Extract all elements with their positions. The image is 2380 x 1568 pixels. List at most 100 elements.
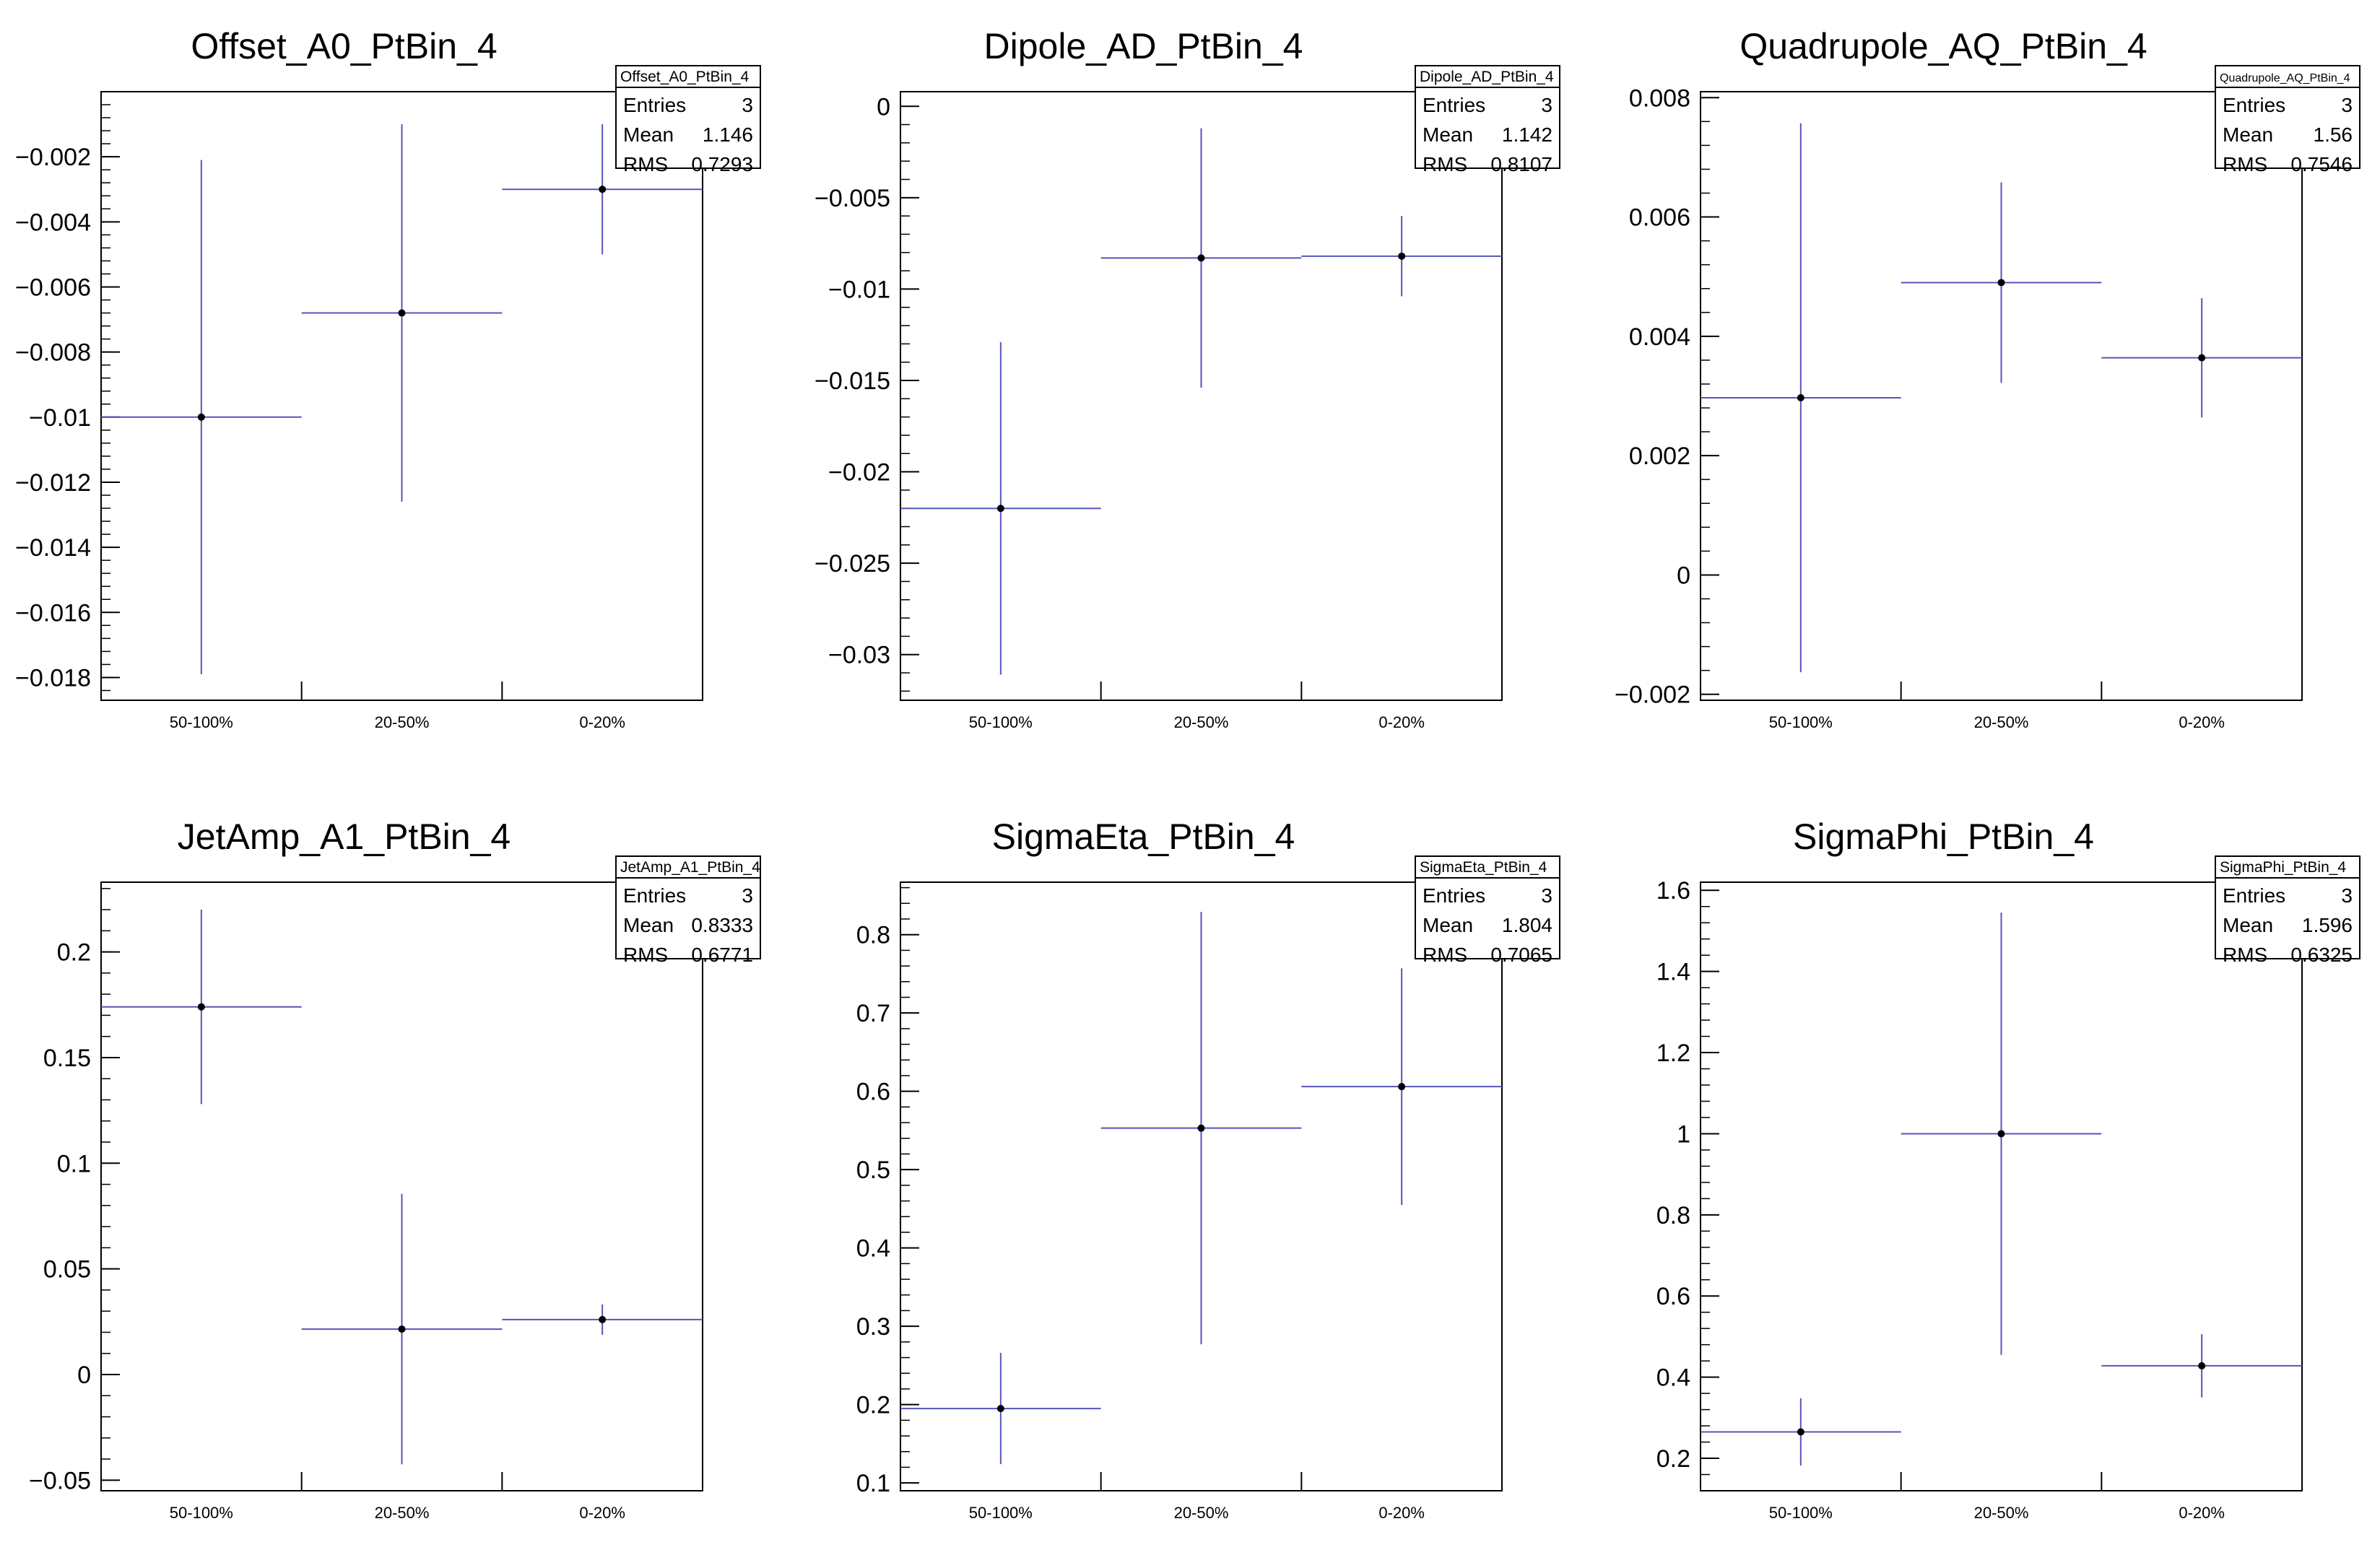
data-point (1398, 252, 1406, 260)
stats-box: JetAmp_A1_PtBin_4 Entries 3 Mean 0.8333 RMS 0.… (615, 855, 761, 966)
stats-box-frame (615, 855, 761, 959)
stats-key: Mean (1423, 914, 1473, 936)
y-tick-label: 0.1 (856, 1470, 890, 1497)
stats-value: 1.142 (1502, 123, 1552, 146)
stats-box: Quadrupole_AQ_PtBin_4 Entries 3 Mean 1.56 RMS… (2215, 65, 2361, 175)
y-tick-label: 0.2 (57, 939, 91, 967)
x-tick-label: 20-50% (375, 1504, 430, 1522)
data-point (1398, 1083, 1406, 1091)
stats-value: 0.7293 (691, 153, 753, 175)
data-point (599, 186, 607, 193)
data-point (996, 1405, 1004, 1413)
stats-box-name: SigmaEta_PtBin_4 (1420, 859, 1547, 876)
stats-box-frame (2215, 855, 2361, 959)
x-tick-label: 50-100% (1769, 1504, 1833, 1522)
data-point (197, 413, 205, 421)
stats-key: RMS (1423, 153, 1467, 175)
stats-box: Dipole_AD_PtBin_4 Entries 3 Mean 1.142 RMS 0.8… (1415, 65, 1560, 175)
x-tick-label: 20-50% (1974, 713, 2029, 731)
chart-panel-6: SigmaPhi_PtBin_4 0.2 0.4 0.6 0.8 1 1.2 1.4 1.6 50… (1656, 816, 2361, 1522)
y-tick-label: −0.015 (815, 367, 890, 395)
y-tick-label: −0.014 (15, 534, 91, 562)
x-tick-label: 0-20% (1378, 713, 1425, 731)
y-tick-label: 0.05 (43, 1256, 91, 1284)
stats-box: SigmaEta_PtBin_4 Entries 3 Mean 1.804 RMS 0.70… (1415, 855, 1560, 966)
stats-value: 0.7546 (2290, 153, 2353, 175)
y-tick-label: −0.05 (29, 1467, 91, 1494)
stats-value: 0.7065 (1490, 944, 1552, 966)
y-tick-label: −0.008 (15, 339, 91, 367)
y-tick-label: 0 (877, 93, 890, 121)
x-tick-label: 20-50% (1174, 1504, 1229, 1522)
y-tick-label: 0.2 (1656, 1445, 1690, 1473)
y-tick-label: 0.6 (856, 1079, 890, 1106)
chart-panel-3: Quadrupole_AQ_PtBin_4 −0.002 0 0.002 0.004 0.… (1615, 26, 2361, 731)
stats-value: 3 (2341, 94, 2353, 116)
y-tick-label: 0.7 (856, 1000, 890, 1027)
y-tick-label: 1.4 (1656, 959, 1690, 986)
data-point (599, 1315, 607, 1323)
stats-key: RMS (623, 153, 668, 175)
y-tick-label: 0.1 (57, 1150, 91, 1177)
x-tick-label: 0-20% (579, 713, 625, 731)
y-tick-label: −0.02 (828, 459, 890, 487)
stats-key: Entries (2223, 94, 2285, 116)
data-point (398, 309, 406, 317)
stats-value: 1.804 (1502, 914, 1552, 936)
y-tick-label: 1 (1677, 1120, 1690, 1148)
y-tick-label: 0.5 (856, 1157, 890, 1184)
x-tick-label: 20-50% (375, 713, 430, 731)
chart-title: SigmaPhi_PtBin_4 (1793, 816, 2094, 857)
stats-box-name: Quadrupole_AQ_PtBin_4 (2220, 72, 2350, 84)
x-tick-label: 20-50% (1174, 713, 1229, 731)
x-tick-label: 0-20% (579, 1504, 625, 1522)
x-tick-label: 50-100% (969, 713, 1033, 731)
chart-panel-5: SigmaEta_PtBin_4 0.1 0.2 0.3 0.4 0.5 0.6 0.7 0.8… (856, 816, 1560, 1522)
stats-key: Entries (623, 884, 686, 907)
stats-box-frame (1415, 65, 1560, 169)
y-tick-label: 0.15 (43, 1045, 91, 1072)
x-tick-label: 50-100% (1769, 713, 1833, 731)
plot-frame (900, 91, 1503, 701)
y-tick-label: 0.002 (1629, 443, 1690, 470)
stats-key: RMS (623, 944, 668, 966)
stats-value: 0.8107 (1490, 153, 1552, 175)
stats-key: Entries (623, 94, 686, 116)
y-tick-label: 0.6 (1656, 1283, 1690, 1310)
data-point (1797, 393, 1804, 401)
stats-box-name: Offset_A0_PtBin_4 (620, 69, 750, 85)
y-tick-label: 0.8 (1656, 1202, 1690, 1229)
data-point (1997, 279, 2005, 287)
stats-key: RMS (1423, 944, 1467, 966)
stats-key: RMS (2223, 153, 2267, 175)
stats-value: 3 (742, 94, 753, 116)
data-point (1997, 1130, 2005, 1138)
stats-key: Mean (2223, 914, 2273, 936)
stats-value: 3 (1541, 884, 1552, 907)
stats-box-frame (1415, 855, 1560, 959)
y-tick-label: −0.03 (828, 642, 890, 669)
stats-value: 1.596 (2302, 914, 2353, 936)
plot-frame (1700, 91, 2303, 701)
chart-title: Offset_A0_PtBin_4 (191, 26, 497, 66)
y-tick-label: −0.012 (15, 469, 91, 497)
y-tick-label: 0.004 (1629, 323, 1690, 351)
stats-key: Mean (2223, 123, 2273, 146)
stats-box-name: Dipole_AD_PtBin_4 (1420, 69, 1554, 85)
chart-panel-1: Offset_A0_PtBin_4 −0.018 −0.016 −0.014 −0.01… (15, 26, 761, 731)
y-tick-label: −0.01 (29, 404, 91, 432)
x-tick-label: 0-20% (2179, 1504, 2225, 1522)
y-tick-label: 0.4 (856, 1235, 890, 1263)
x-tick-label: 50-100% (969, 1504, 1033, 1522)
y-tick-label: 0.4 (1656, 1364, 1690, 1392)
data-point (1797, 1428, 1804, 1436)
stats-value: 1.146 (703, 123, 753, 146)
data-point (1197, 1124, 1205, 1132)
y-tick-label: 0.3 (856, 1313, 890, 1341)
y-tick-label: 0.2 (856, 1392, 890, 1419)
stats-key: Entries (1423, 884, 1485, 907)
stats-box: Offset_A0_PtBin_4 Entries 3 Mean 1.146 RMS 0.7… (615, 65, 761, 175)
stats-box: SigmaPhi_PtBin_4 Entries 3 Mean 1.596 RMS 0.63… (2215, 855, 2361, 966)
y-tick-label: −0.006 (15, 274, 91, 301)
y-tick-label: −0.01 (828, 276, 890, 303)
